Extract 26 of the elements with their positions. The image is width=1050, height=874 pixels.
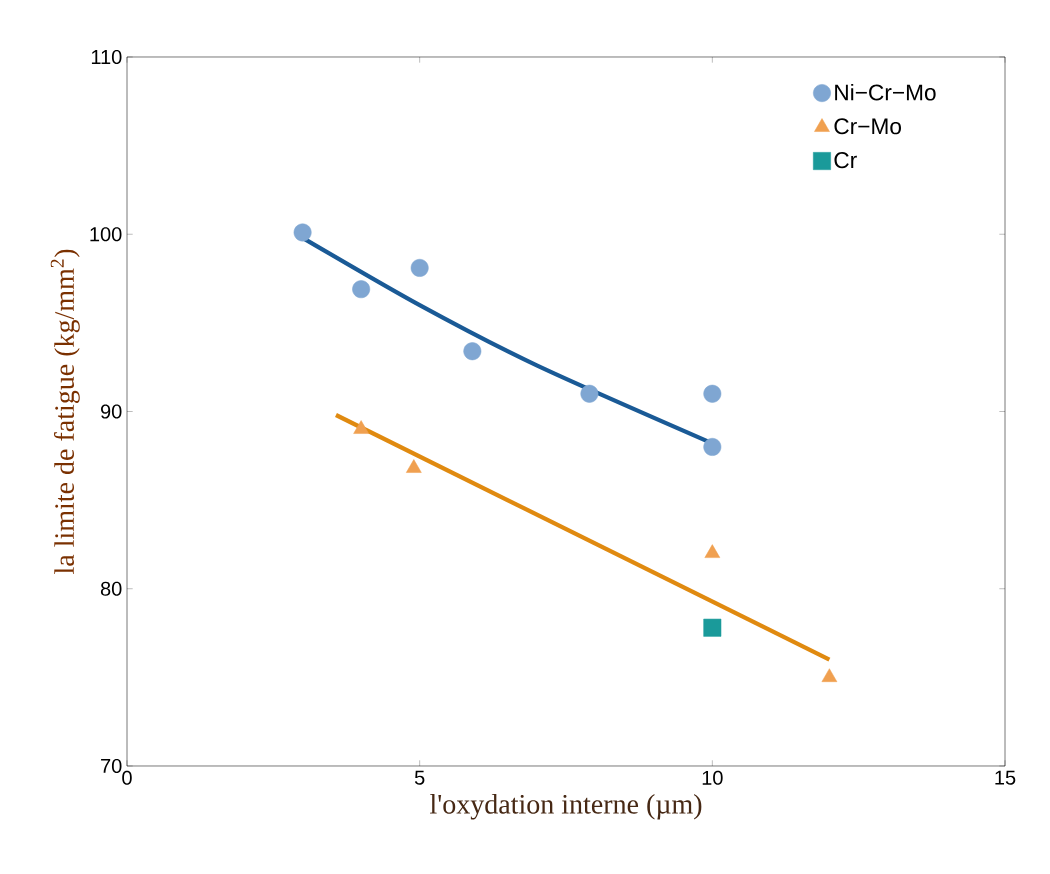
point [703,384,722,403]
point [406,459,422,473]
y-tick-label: 70 [101,758,122,774]
point [293,223,312,242]
point [703,438,722,456]
point [353,420,369,434]
point [352,280,371,299]
x-tick-label: 10 [702,770,723,785]
legend-label: Ni−Cr−Mo [835,83,936,101]
y-axis-title: la limite de fatigue (kg/mm$^{2}$) [50,249,80,574]
point [410,258,429,277]
point [463,342,482,361]
point [821,668,838,682]
point [703,618,722,637]
point [580,384,599,403]
point [704,544,721,558]
x-axis-title: l'oxydation interne (µm) [430,794,702,820]
y-tick-label: 80 [100,581,122,596]
x-tick-label: 15 [995,770,1016,785]
y-tick-label: 100 [90,227,122,242]
x-tick-label: 5 [414,770,425,785]
x-tick-label: 0 [122,770,132,785]
y-tick-label: 110 [91,49,122,65]
y-tick-label: 90 [100,404,122,419]
legend-label: Cr−Mo [834,118,901,135]
legend-label: Cr [834,152,857,169]
